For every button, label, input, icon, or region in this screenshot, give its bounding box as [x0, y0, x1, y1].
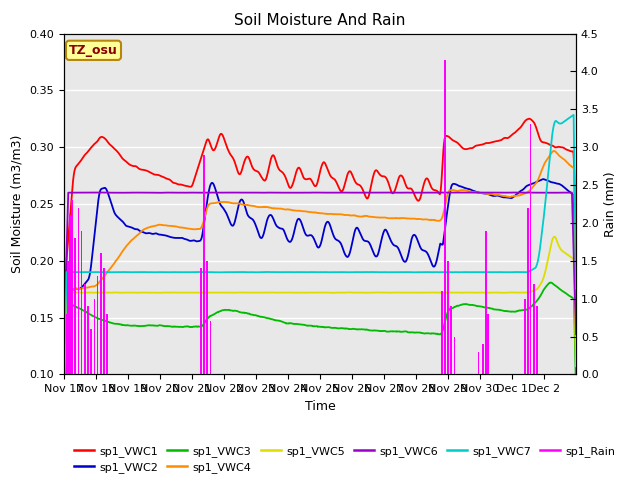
Title: Soil Moisture And Rain: Soil Moisture And Rain: [234, 13, 406, 28]
Bar: [90, 329, 92, 374]
Bar: [477, 352, 479, 374]
Bar: [106, 314, 108, 374]
Bar: [74, 238, 76, 374]
Bar: [103, 268, 105, 374]
Bar: [536, 306, 538, 374]
Bar: [454, 336, 455, 374]
Y-axis label: Soil Moisture (m3/m3): Soil Moisture (m3/m3): [11, 135, 24, 273]
Legend: sp1_VWC1, sp1_VWC2, sp1_VWC3, sp1_VWC4, sp1_VWC5, sp1_VWC6, sp1_VWC7, sp1_Rain: sp1_VWC1, sp1_VWC2, sp1_VWC3, sp1_VWC4, …: [70, 441, 620, 478]
Bar: [69, 216, 70, 374]
Bar: [442, 291, 443, 374]
Bar: [66, 314, 67, 374]
Bar: [533, 284, 534, 374]
Bar: [81, 230, 83, 374]
Y-axis label: Rain (mm): Rain (mm): [604, 171, 617, 237]
Bar: [530, 124, 531, 374]
Bar: [77, 208, 79, 374]
Bar: [87, 306, 89, 374]
Bar: [67, 261, 68, 374]
Bar: [207, 261, 208, 374]
Bar: [71, 200, 73, 374]
Bar: [483, 344, 484, 374]
Bar: [200, 268, 202, 374]
Bar: [444, 60, 445, 374]
Bar: [524, 299, 525, 374]
Text: TZ_osu: TZ_osu: [69, 44, 118, 57]
Bar: [84, 284, 86, 374]
Bar: [527, 208, 529, 374]
Bar: [97, 276, 99, 374]
Bar: [210, 322, 211, 374]
Bar: [93, 299, 95, 374]
Bar: [487, 314, 489, 374]
Bar: [447, 261, 449, 374]
Bar: [204, 155, 205, 374]
X-axis label: Time: Time: [305, 400, 335, 413]
Bar: [100, 253, 102, 374]
Bar: [451, 306, 452, 374]
Bar: [485, 230, 486, 374]
